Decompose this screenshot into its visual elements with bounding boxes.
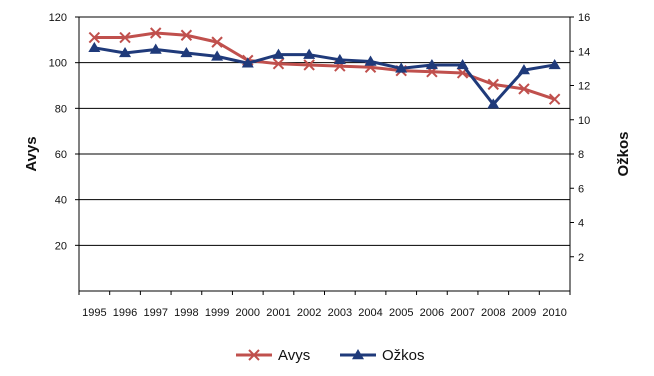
point-o-kos-2006: [425, 58, 438, 70]
point-o-kos-2010: [548, 58, 561, 70]
legend-label-avys: Avys: [278, 347, 310, 364]
axes: [75, 16, 574, 295]
point-o-kos-2003: [333, 53, 346, 65]
x-tick-label-1995: 1995: [82, 307, 106, 319]
y-left-tick-label-60: 60: [55, 149, 67, 161]
legend-label-o-kos: Ožkos: [382, 347, 425, 364]
y-right-axis-title: Ožkos: [615, 131, 632, 176]
legend-marker-avys: [248, 349, 260, 361]
point-o-kos-2008: [487, 98, 500, 109]
y-right-tick-label-2: 2: [578, 252, 584, 264]
point-avys-1995: [88, 31, 101, 44]
tick-labels: 20 40 60 80 100 120 2 4 6 8 10 12 14 16 1995 1996 1997 19…: [23, 12, 632, 319]
x-tick-label-2003: 2003: [328, 307, 352, 319]
x-tick-label-2008: 2008: [481, 307, 505, 319]
x-tick-label-1999: 1999: [205, 307, 229, 319]
x-tick-label-2005: 2005: [389, 307, 413, 319]
y-right-tick-label-6: 6: [578, 183, 584, 195]
point-avys-2002: [303, 59, 315, 71]
point-o-kos-1998: [180, 46, 193, 58]
gridlines: [79, 16, 570, 246]
x-tick-label-1996: 1996: [113, 307, 137, 319]
point-o-kos-1996: [119, 46, 132, 58]
y-left-axis-title: Avys: [23, 136, 40, 171]
point-o-kos-2009: [517, 64, 530, 75]
y-right-tick-label-12: 12: [578, 81, 590, 93]
y-right-tick-label-10: 10: [578, 115, 590, 127]
point-avys-2001: [272, 58, 285, 70]
x-tick-label-2007: 2007: [450, 307, 474, 319]
x-tick-label-2000: 2000: [236, 307, 260, 319]
x-tick-label-1997: 1997: [143, 307, 167, 319]
y-right-tick-label-14: 14: [578, 46, 590, 58]
point-o-kos-1995: [88, 41, 101, 53]
point-avys-1999: [211, 36, 223, 48]
x-tick-label-2006: 2006: [420, 307, 444, 319]
series-line-avys: [94, 31, 556, 101]
point-o-kos-2005: [395, 62, 408, 73]
y-right-tick-label-8: 8: [578, 149, 584, 161]
x-tick-label-2001: 2001: [266, 307, 290, 319]
y-left-tick-label-100: 100: [49, 58, 67, 70]
series-line-o-kos: [94, 46, 555, 106]
legend: Avys Ožkos: [236, 347, 425, 364]
x-tick-label-2010: 2010: [542, 307, 566, 319]
x-tick-label-2002: 2002: [297, 307, 321, 319]
point-avys-2009: [518, 83, 530, 95]
legend-marker-o-kos: [352, 349, 364, 360]
point-avys-1996: [119, 31, 131, 44]
point-avys-1998: [180, 29, 193, 41]
point-o-kos-2007: [456, 58, 469, 70]
y-right-tick-label-16: 16: [578, 12, 590, 24]
y-left-tick-label-40: 40: [55, 195, 67, 207]
y-left-tick-label-20: 20: [55, 240, 67, 252]
point-o-kos-2001: [272, 48, 285, 59]
point-o-kos-1999: [211, 50, 224, 61]
point-avys-1997: [150, 27, 162, 39]
point-o-kos-2000: [241, 57, 254, 68]
series: [88, 27, 561, 109]
point-avys-2008: [487, 78, 499, 91]
y-left-tick-label-120: 120: [49, 12, 67, 24]
y-right-tick-label-4: 4: [578, 218, 584, 230]
point-o-kos-1997: [149, 43, 162, 54]
x-tick-label-1998: 1998: [174, 307, 198, 319]
point-o-kos-2004: [364, 55, 377, 66]
point-o-kos-2002: [303, 48, 316, 59]
x-tick-label-2009: 2009: [512, 307, 536, 319]
x-tick-label-2004: 2004: [358, 307, 382, 319]
y-left-tick-label-80: 80: [55, 103, 67, 115]
point-avys-2010: [548, 93, 561, 105]
